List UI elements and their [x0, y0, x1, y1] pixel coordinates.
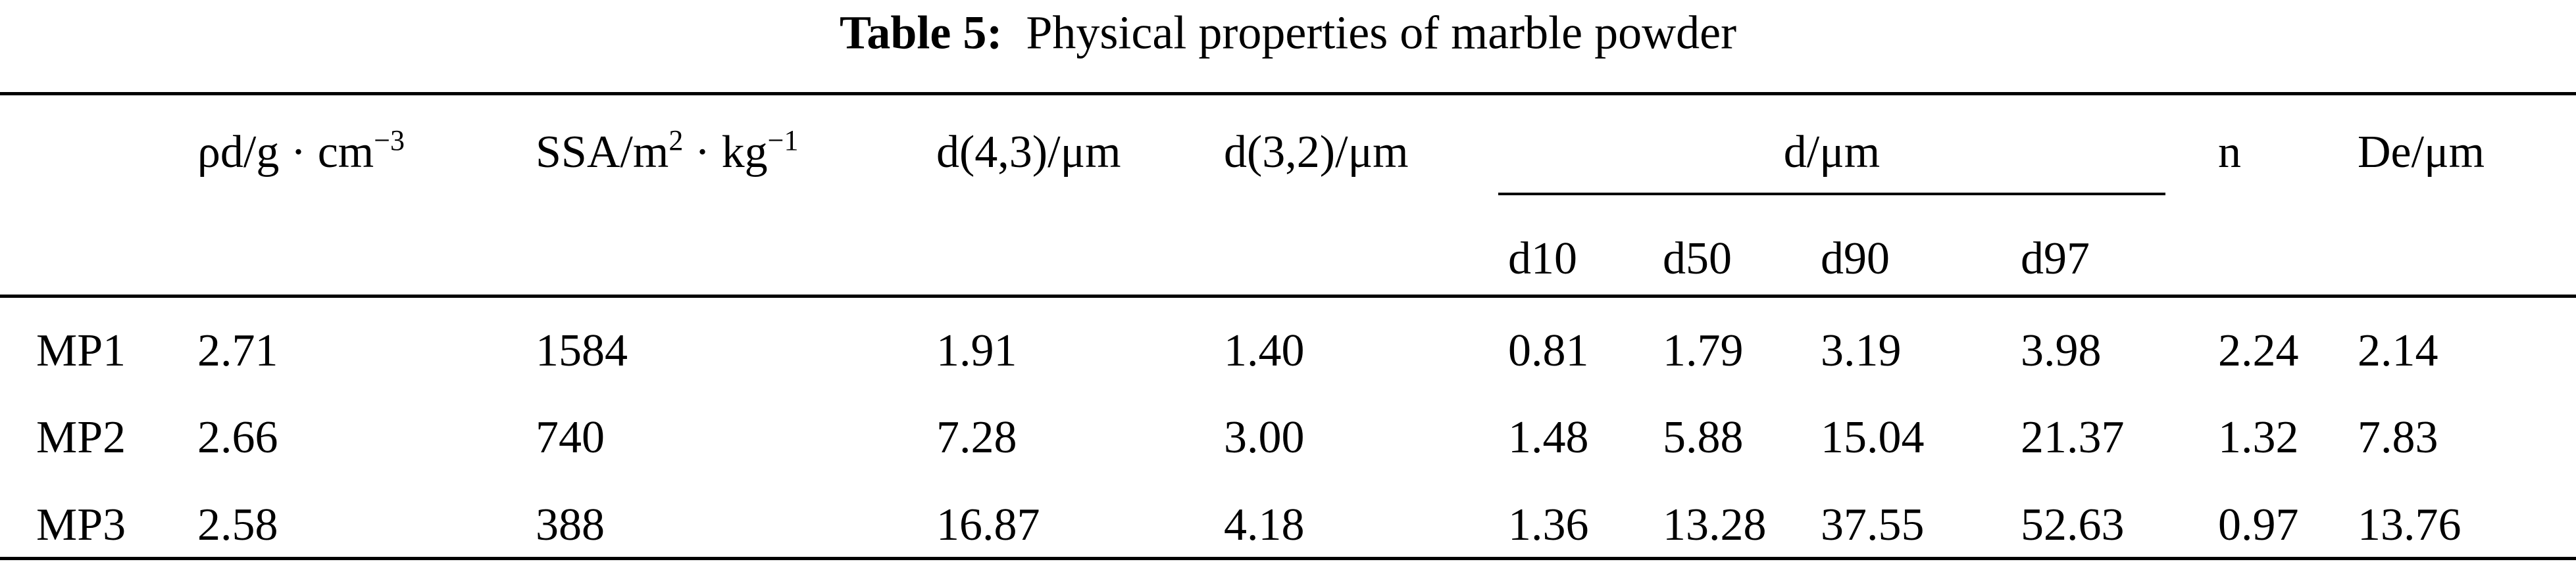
row-label: MP2: [36, 412, 126, 463]
table-cell: 7.28: [936, 412, 1017, 463]
table-cell: 1.91: [936, 325, 1017, 376]
table-cell: 2.71: [197, 325, 278, 376]
table-cell: 0.97: [2218, 500, 2299, 550]
table-cell: 5.88: [1663, 412, 1744, 463]
table-cell: 3.98: [2021, 325, 2102, 376]
table-cell: 3.00: [1224, 412, 1305, 463]
table-cell: 7.83: [2358, 412, 2438, 463]
header-text: SSA/m: [536, 127, 669, 178]
subheader-cell: d10: [1508, 233, 1577, 284]
top-rule: [0, 92, 2576, 95]
table-cell: 16.87: [936, 500, 1040, 550]
subheader-cell: d90: [1821, 233, 1890, 284]
row-label: MP3: [36, 500, 126, 550]
header-cell: De/μm: [2358, 130, 2485, 176]
table-cell: 52.63: [2021, 500, 2125, 550]
table-cell: 4.18: [1224, 500, 1305, 550]
subheader-cell: d50: [1663, 233, 1732, 284]
table-cell: 15.04: [1821, 412, 1925, 463]
table-cell: 2.14: [2358, 325, 2438, 376]
header-text: ρd/g · cm: [197, 127, 374, 178]
header-cell: ρd/g · cm−3: [197, 126, 405, 178]
header-cell: SSA/m2 · kg−1: [536, 126, 798, 178]
table-cell: 13.76: [2358, 500, 2462, 550]
table-cell: 1.79: [1663, 325, 1744, 376]
table-cell: 1.40: [1224, 325, 1305, 376]
header-text: De/μm: [2358, 127, 2485, 178]
table-cell: 1584: [536, 325, 628, 376]
header-text: d(3,2)/μm: [1224, 127, 1409, 178]
header-cell: d(4,3)/μm: [936, 130, 1121, 176]
caption-text: Physical properties of marble powder: [1026, 6, 1737, 59]
table-cell: 740: [536, 412, 605, 463]
table-cell: 1.48: [1508, 412, 1589, 463]
header-text: n: [2218, 127, 2241, 178]
row-label: MP1: [36, 325, 126, 376]
table-cell: 21.37: [2021, 412, 2125, 463]
table-cell: 388: [536, 500, 605, 550]
bottom-rule: [0, 557, 2576, 560]
subheader-cell: d97: [2021, 233, 2090, 284]
header-cell: n: [2218, 130, 2241, 176]
table-caption: Table 5: Physical properties of marble p…: [0, 6, 2576, 60]
table-cell: 2.66: [197, 412, 278, 463]
table-cell: 13.28: [1663, 500, 1767, 550]
table-cell: 2.58: [197, 500, 278, 550]
header-superscript: −3: [374, 124, 405, 156]
header-cell: d(3,2)/μm: [1224, 130, 1409, 176]
header-text: · kg: [683, 127, 768, 178]
header-text: d(4,3)/μm: [936, 127, 1121, 178]
table-cell: 1.32: [2218, 412, 2299, 463]
header-superscript: 2: [669, 124, 684, 156]
group-rule: [1498, 193, 2165, 195]
mid-rule: [0, 295, 2576, 298]
header-superscript: −1: [767, 124, 799, 156]
group-header: d/μm: [1783, 127, 1881, 178]
table-cell: 2.24: [2218, 325, 2299, 376]
table-cell: 0.81: [1508, 325, 1589, 376]
table-cell: 1.36: [1508, 500, 1589, 550]
table-cell: 37.55: [1821, 500, 1925, 550]
table-cell: 3.19: [1821, 325, 1902, 376]
caption-label: Table 5:: [839, 6, 1003, 59]
